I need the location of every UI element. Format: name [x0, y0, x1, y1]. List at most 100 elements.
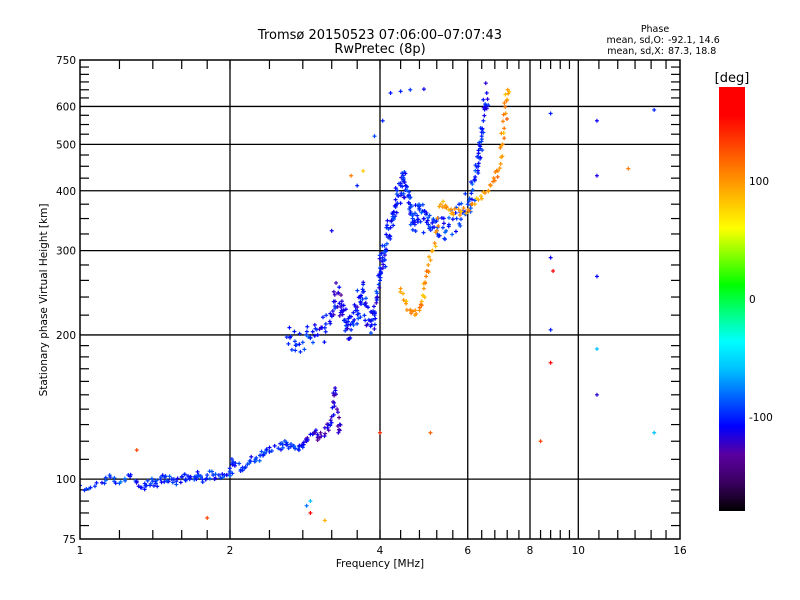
- data-point-s1-18-fill2: [368, 318, 373, 323]
- y-axis-label: Stationary phase Virtual Height [km]: [38, 204, 50, 397]
- data-point-s0-13-fill1: [164, 478, 169, 483]
- data-point-s3-15: [538, 439, 543, 444]
- data-point-s1-8-fill2: [337, 301, 342, 306]
- data-point-s1-52-fill1: [476, 154, 481, 159]
- data-point-s0-46-fill2: [315, 438, 320, 443]
- data-point-s1-13: [352, 317, 357, 322]
- data-point-s2-11: [438, 202, 443, 207]
- data-point-s1-32-fill2: [403, 171, 408, 176]
- data-point-s0-38-fill2: [285, 442, 290, 447]
- data-point-s1-46-fill4: [458, 217, 463, 222]
- data-point-s1-38-fill6: [418, 219, 423, 224]
- data-point-s1-2: [300, 340, 305, 345]
- data-point-s0-27-fill1: [231, 459, 236, 464]
- data-point-s1-14-fill5: [355, 288, 360, 293]
- data-point-s1-23-fill4: [379, 251, 384, 256]
- data-point-s0-37-fill1: [280, 445, 285, 450]
- data-point-s1-34-fill2: [405, 188, 410, 193]
- data-point-s0-25-fill2: [224, 472, 229, 477]
- data-point-s1-10-fill6: [343, 323, 348, 328]
- data-point-s1-0-fill6: [292, 329, 297, 334]
- data-point-s1-12: [349, 327, 354, 332]
- data-point-s1-20-fill3: [371, 304, 376, 309]
- data-point-s1-39-fill4: [419, 210, 424, 215]
- data-point-s2-21-fill1: [494, 168, 499, 173]
- data-point-s1-3-fill5: [312, 322, 317, 327]
- data-point-s3-0: [329, 228, 334, 233]
- data-point-s1-30-fill3: [398, 201, 403, 206]
- data-point-s1-53-fill6: [482, 113, 487, 118]
- data-point-s2-21-fill2: [497, 166, 502, 171]
- data-point-s0-45-fill1: [313, 428, 318, 433]
- data-point-s3-14: [548, 360, 553, 365]
- data-point-s1-31-fill2: [400, 184, 405, 189]
- data-point-s1-26-fill6: [388, 236, 393, 241]
- data-point-s1-44-fill1: [441, 216, 446, 221]
- data-point-s1-52-fill6: [478, 144, 483, 149]
- data-point-s1-41-fill4: [430, 220, 435, 225]
- data-point-s2-15-fill2: [461, 206, 466, 211]
- data-point-s2-3-fill1: [414, 311, 419, 316]
- data-point-s2-11-fill1: [441, 199, 446, 204]
- data-point-s0-1-fill2: [94, 480, 99, 485]
- data-point-s1-8-fill1: [338, 305, 343, 310]
- data-point-s1-45-fill4: [450, 217, 455, 222]
- data-point-s1-1-fill6: [298, 349, 303, 354]
- data-point-s3-13: [548, 327, 553, 332]
- data-point-s0-43-fill3: [305, 437, 310, 442]
- data-point-s2-14-fill3: [457, 213, 462, 218]
- data-point-s1-23-fill1: [377, 272, 382, 277]
- data-point-s2-20-fill3: [495, 174, 500, 179]
- data-point-s2-20: [492, 178, 497, 183]
- data-point-s0-13-fill3: [167, 474, 172, 479]
- data-point-s1-10-fill2: [343, 307, 348, 312]
- data-point-s1-42-fill4: [431, 218, 436, 223]
- data-point-s0-22: [205, 473, 210, 478]
- data-point-s1-49-fill2: [470, 197, 475, 202]
- data-point-s2-9-fill2: [432, 241, 437, 246]
- data-point-s0-24-fill2: [218, 476, 223, 481]
- data-point-s2-22-fill2: [498, 145, 503, 150]
- data-point-s1-23-fill2: [380, 259, 385, 264]
- data-point-s1-16-fill6: [362, 313, 367, 318]
- data-point-s2-7-fill2: [426, 270, 431, 275]
- data-point-s1-5-fill1: [324, 313, 329, 318]
- data-point-s2-23-fill1: [502, 136, 507, 141]
- data-point-s0-19-fill3: [195, 469, 200, 474]
- data-point-s1-3: [308, 336, 313, 341]
- data-point-s1-48-fill6: [470, 182, 475, 187]
- data-point-s2-8: [426, 262, 431, 267]
- data-point-s1-34-fill5: [407, 192, 412, 197]
- data-point-s2-25-fill1: [503, 104, 508, 109]
- data-points: [80, 81, 657, 523]
- data-point-s1-31-fill3: [401, 191, 406, 196]
- data-point-s1-54-fill1: [480, 126, 485, 131]
- data-point-s3-9: [421, 87, 426, 92]
- data-point-s0-55: [337, 422, 342, 427]
- data-point-s1-29-fill1: [393, 197, 398, 202]
- data-point-s0-51: [331, 399, 336, 404]
- data-point-s0-11-fill1: [160, 473, 165, 478]
- data-point-s2-24: [502, 126, 507, 131]
- data-point-s1-24-fill3: [383, 264, 388, 269]
- data-point-s1-17-fill3: [366, 305, 371, 310]
- data-point-s0-1-fill1: [92, 484, 97, 489]
- data-point-s1-19-fill3: [372, 322, 377, 327]
- data-point-s1-11-fill3: [346, 316, 351, 321]
- data-point-s0-23-fill3: [213, 476, 218, 481]
- data-point-s1-14-fill3: [358, 315, 363, 320]
- data-point-s0-26-fill3: [227, 466, 232, 471]
- data-point-s1-39-fill1: [417, 206, 422, 211]
- data-point-s2-23: [500, 142, 505, 147]
- colorbar-tick-0: 100: [749, 176, 769, 188]
- data-point-s0-45-fill2: [312, 430, 317, 435]
- data-point-s0-15-fill2: [178, 480, 183, 485]
- data-point-s1-25-fill4: [384, 232, 389, 237]
- data-point-s0-31-fill1: [249, 454, 254, 459]
- data-point-s1-6-fill2: [330, 309, 335, 314]
- data-point-s0-54-fill2: [337, 427, 342, 432]
- data-point-s0-41: [296, 448, 301, 453]
- data-point-s1-49-fill1: [469, 179, 474, 184]
- data-point-s1-51-fill6: [478, 155, 483, 160]
